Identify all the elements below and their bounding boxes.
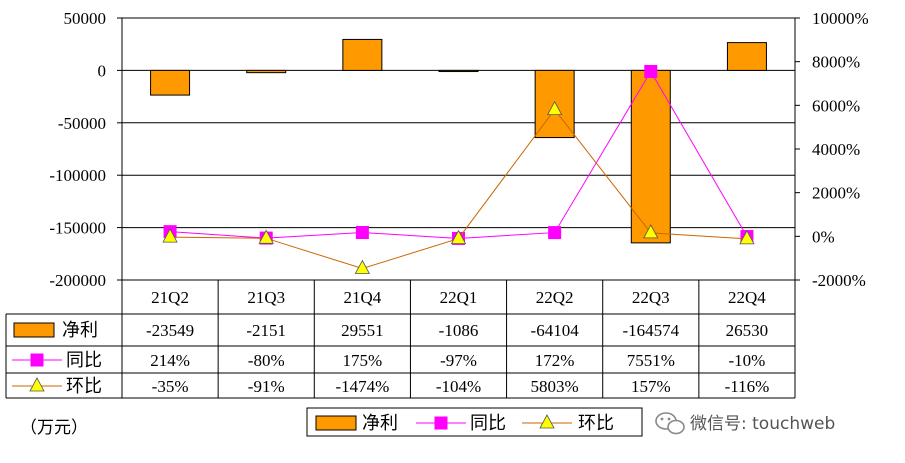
y-right-tick-label: 0% xyxy=(812,227,835,246)
point-环比-21Q2 xyxy=(162,228,178,243)
bar-22Q4 xyxy=(726,42,767,71)
data-label: 26530 xyxy=(726,321,769,340)
y-right-tick-label: 10000% xyxy=(812,9,869,28)
y-right-tick-label: 8000% xyxy=(812,53,860,72)
y-left-tick-label: 50000 xyxy=(64,9,107,28)
y-right-tick-label: 4000% xyxy=(812,140,860,159)
wechat-icon xyxy=(655,412,685,435)
data-label: 5803% xyxy=(531,377,579,396)
legend-box xyxy=(306,407,643,437)
watermark: 微信号: touchweb xyxy=(655,412,835,435)
legend-label: 净利 xyxy=(362,413,398,434)
category-label: 22Q4 xyxy=(728,288,766,307)
category-label: 21Q4 xyxy=(343,288,381,307)
bar-21Q2 xyxy=(150,69,191,96)
data-label: 157% xyxy=(631,377,671,396)
data-table: 21Q2 21Q3 21Q4 22Q1 22Q2 22Q3 22Q4 -23549 -2151 2… xyxy=(5,279,796,399)
data-label: -116% xyxy=(725,377,770,396)
point-环比-22Q2 xyxy=(546,100,563,116)
bar-22Q3 xyxy=(630,69,671,244)
data-label: -2151 xyxy=(246,321,286,340)
point-同比-22Q2 xyxy=(548,226,562,240)
bar-21Q4 xyxy=(342,38,383,71)
legend-key-bar xyxy=(315,415,357,431)
y-left-tick-label: 0 xyxy=(98,61,107,80)
data-label: -164574 xyxy=(622,321,679,340)
data-label: -80% xyxy=(248,351,285,370)
data-label: 172% xyxy=(535,351,575,370)
bars xyxy=(150,38,767,244)
bar-21Q3 xyxy=(246,69,287,74)
y-right-tick-label: 2000% xyxy=(812,184,860,203)
data-label: -104% xyxy=(436,377,481,396)
unit-note: （万元） xyxy=(20,418,88,438)
row-label: 净利 xyxy=(62,320,98,341)
y-left-tick-label: -50000 xyxy=(58,114,106,133)
point-环比-22Q1 xyxy=(450,229,467,245)
row-label: 环比 xyxy=(66,376,102,397)
data-label: 214% xyxy=(150,351,190,370)
legend-label: 环比 xyxy=(578,413,614,434)
category-label: 21Q2 xyxy=(151,288,189,307)
y-right-tick-label: -2000% xyxy=(812,271,866,290)
y-right-tick-label: 6000% xyxy=(812,96,860,115)
y-left-tick-label: -100000 xyxy=(49,166,106,185)
point-环比-22Q3 xyxy=(643,224,659,239)
legend-key-bar xyxy=(13,322,55,338)
data-label: 175% xyxy=(343,351,383,370)
category-label: 22Q2 xyxy=(536,288,574,307)
data-label: -35% xyxy=(152,377,189,396)
y-left-tick-label: -200000 xyxy=(49,271,106,290)
data-label: -1086 xyxy=(439,321,479,340)
data-label: 7551% xyxy=(627,351,675,370)
legend-label: 同比 xyxy=(470,413,506,434)
point-同比-22Q3 xyxy=(644,64,658,78)
data-label: -97% xyxy=(440,351,477,370)
series-lines xyxy=(162,64,755,274)
y-left-tick-label: -150000 xyxy=(49,219,106,238)
point-同比-21Q4 xyxy=(355,226,369,240)
data-label: -1474% xyxy=(335,377,389,396)
legend-key-marker xyxy=(30,353,44,367)
category-label: 22Q3 xyxy=(632,288,670,307)
data-label: -23549 xyxy=(146,321,194,340)
row-label: 同比 xyxy=(66,350,102,371)
legend-key-marker xyxy=(434,416,448,430)
point-环比-22Q4 xyxy=(739,230,755,245)
data-label: 29551 xyxy=(341,321,384,340)
watermark-text: 微信号: touchweb xyxy=(690,414,835,434)
data-label: -64104 xyxy=(531,321,580,340)
legend-key-marker xyxy=(539,414,555,429)
category-label: 21Q3 xyxy=(247,288,285,307)
point-环比-21Q4 xyxy=(354,259,371,274)
data-label: -10% xyxy=(729,351,766,370)
category-label: 22Q1 xyxy=(440,288,478,307)
data-label: -91% xyxy=(248,377,285,396)
point-环比-21Q3 xyxy=(258,229,274,244)
axes: 50000 0 -50000 -100000 -150000 -200000 10000% 8… xyxy=(49,9,868,290)
bar-22Q1 xyxy=(438,69,479,73)
legend-key-marker xyxy=(29,377,45,392)
legend: 净利 同比 环比 xyxy=(306,407,643,437)
